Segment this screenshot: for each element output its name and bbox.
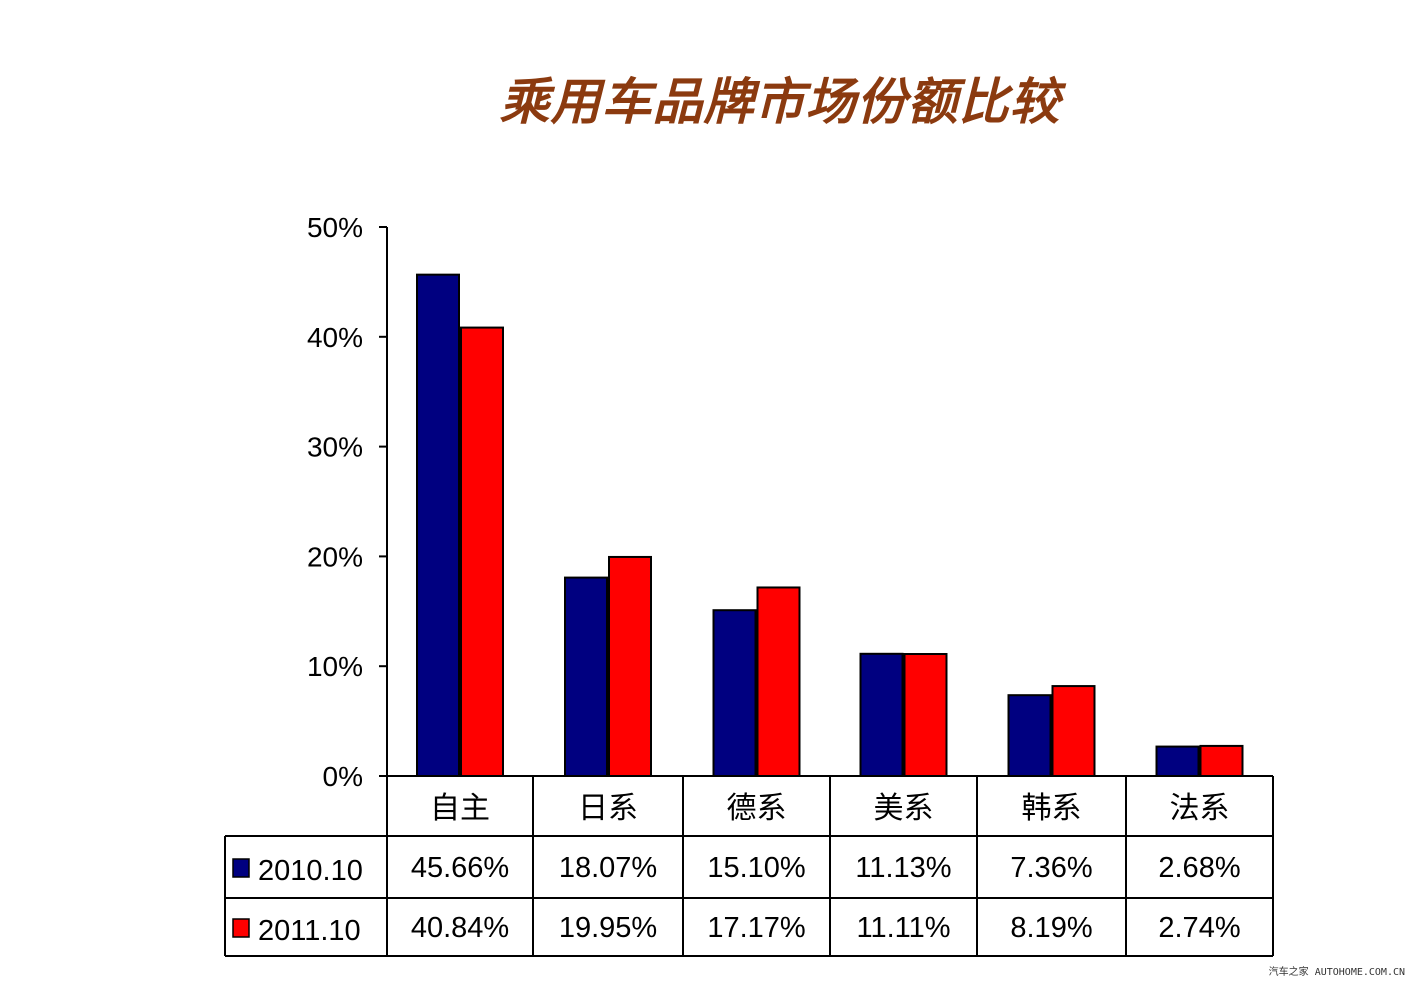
- bar-series2: [756, 586, 801, 777]
- bar-series2: [460, 326, 504, 777]
- data-label: 7.36%: [1010, 852, 1092, 884]
- legend-swatch: [232, 858, 250, 878]
- category-label: 法系: [1170, 791, 1230, 826]
- bar-series2: [608, 555, 652, 777]
- category-label: 德系: [727, 791, 787, 826]
- y-tick-label: 20%: [307, 541, 363, 572]
- bar-series1: [416, 273, 460, 777]
- data-label: 18.07%: [559, 852, 657, 884]
- bar-series1: [1155, 745, 1200, 778]
- data-label: 15.10%: [707, 852, 805, 884]
- bar-series1: [564, 576, 608, 777]
- data-label: 19.95%: [559, 912, 657, 944]
- legend-label: 2010.10: [258, 855, 363, 887]
- bar-series1: [859, 652, 904, 777]
- data-label: 2.68%: [1158, 852, 1240, 884]
- bar-series2: [903, 653, 948, 778]
- category-label: 日系: [578, 791, 638, 826]
- bar-series2: [1199, 744, 1244, 777]
- data-label: 2.74%: [1158, 912, 1240, 944]
- bars: [416, 273, 1244, 778]
- data-label: 17.17%: [707, 912, 805, 944]
- data-label: 11.13%: [855, 852, 951, 884]
- data-label: 11.11%: [856, 912, 950, 944]
- bar-series2: [1051, 685, 1096, 777]
- y-tick-label: 50%: [307, 212, 363, 243]
- category-label: 美系: [874, 791, 934, 826]
- y-tick-label: 30%: [307, 432, 363, 463]
- y-tick-label: 40%: [307, 322, 363, 353]
- bar-series1: [712, 609, 757, 778]
- legend-label: 2011.10: [258, 915, 361, 947]
- watermark: 汽车之家 AUTOHOME.COM.CN: [1268, 967, 1405, 978]
- data-table: 自主 日系 德系 美系 韩系 法系 2010.10 45.66% 18.07% 15.10% 11.…: [224, 775, 1274, 957]
- data-label: 45.66%: [411, 852, 509, 884]
- data-label: 40.84%: [411, 912, 509, 944]
- data-label: 8.19%: [1010, 912, 1092, 944]
- bar-series1: [1007, 694, 1052, 777]
- category-label: 自主: [430, 791, 490, 826]
- chart-title: 乘用车品牌市场份额比较: [499, 73, 1061, 131]
- y-tick-label: 0%: [323, 761, 363, 792]
- category-label: 韩系: [1022, 791, 1082, 826]
- legend-swatch: [232, 918, 250, 938]
- y-axis: 0% 10% 20% 30% 40% 50%: [307, 212, 388, 792]
- y-tick-label: 10%: [307, 651, 363, 682]
